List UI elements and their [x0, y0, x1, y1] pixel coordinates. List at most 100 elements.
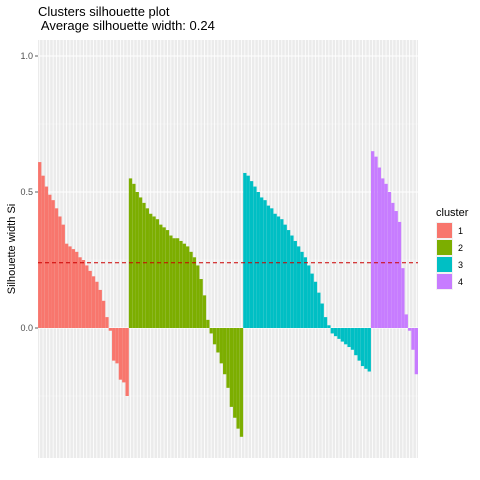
bar-cluster-4: [374, 156, 378, 328]
bar-cluster-3: [273, 213, 277, 328]
bar-cluster-3: [307, 265, 311, 328]
bar-cluster-3: [297, 246, 301, 328]
bar-cluster-2: [206, 319, 210, 328]
bar-cluster-1: [64, 243, 69, 328]
bar-cluster-2: [186, 246, 190, 328]
bar-cluster-2: [223, 328, 227, 375]
bar-cluster-2: [199, 279, 203, 328]
bar-cluster-2: [179, 240, 183, 328]
bar-cluster-2: [212, 328, 217, 345]
legend-label: 2: [458, 243, 463, 253]
bar-cluster-2: [236, 328, 240, 429]
bars: [38, 151, 418, 437]
y-tick-label: 0.5: [20, 187, 33, 197]
bar-cluster-4: [394, 211, 398, 328]
bar-cluster-1: [51, 200, 55, 328]
bar-cluster-1: [108, 328, 112, 331]
bar-cluster-3: [354, 328, 358, 356]
bar-cluster-1: [85, 265, 89, 328]
legend-label: 3: [458, 260, 463, 270]
bar-cluster-3: [364, 328, 368, 369]
bar-cluster-2: [132, 183, 136, 328]
bar-cluster-3: [276, 216, 281, 328]
bar-cluster-1: [91, 276, 96, 328]
bar-cluster-3: [266, 205, 271, 328]
bar-cluster-4: [377, 167, 382, 328]
bar-cluster-2: [216, 328, 220, 353]
bar-cluster-1: [95, 281, 99, 328]
bar-cluster-1: [48, 194, 52, 328]
bar-cluster-1: [105, 317, 109, 328]
bar-cluster-3: [320, 303, 324, 328]
chart-subtitle: Average silhouette width: 0.24: [38, 18, 215, 33]
bar-cluster-2: [196, 265, 200, 328]
bar-cluster-3: [357, 328, 361, 361]
bar-cluster-3: [340, 328, 345, 342]
bar-cluster-3: [270, 208, 274, 328]
bar-cluster-2: [226, 328, 230, 388]
legend-label: 1: [458, 226, 463, 236]
bar-cluster-2: [152, 216, 156, 328]
bar-cluster-3: [290, 235, 294, 328]
bar-cluster-1: [61, 224, 65, 328]
legend-swatch: [437, 223, 452, 238]
chart-title: Clusters silhouette plot: [38, 4, 170, 19]
bar-cluster-2: [159, 224, 163, 328]
bar-cluster-4: [397, 221, 402, 328]
bar-cluster-1: [112, 328, 116, 361]
bar-cluster-3: [303, 257, 308, 328]
bar-cluster-1: [118, 328, 123, 380]
bar-cluster-2: [192, 257, 197, 328]
bar-cluster-2: [172, 238, 176, 328]
bar-cluster-4: [391, 202, 395, 328]
bar-cluster-2: [138, 197, 143, 328]
bar-cluster-2: [189, 251, 193, 328]
bar-cluster-2: [229, 328, 234, 407]
bar-cluster-3: [280, 219, 284, 328]
bar-cluster-4: [401, 268, 405, 328]
legend-swatch: [437, 274, 452, 289]
bar-cluster-3: [286, 230, 291, 328]
bar-cluster-3: [323, 317, 328, 328]
bar-cluster-1: [41, 175, 45, 328]
bar-cluster-3: [360, 328, 365, 367]
bar-cluster-3: [350, 328, 355, 350]
bar-cluster-2: [202, 295, 207, 328]
bar-cluster-1: [122, 328, 126, 383]
y-tick-label: 1.0: [20, 51, 33, 61]
bar-cluster-1: [125, 328, 129, 396]
bar-cluster-2: [162, 227, 166, 328]
y-tick-label: 0.0: [20, 323, 33, 333]
legend-swatch: [437, 257, 452, 272]
bar-cluster-4: [407, 328, 412, 331]
bar-cluster-3: [293, 240, 297, 328]
y-axis: 0.0 0.5 1.0: [20, 51, 38, 333]
bar-cluster-1: [115, 328, 119, 364]
bar-cluster-2: [219, 328, 223, 364]
bar-cluster-3: [330, 328, 334, 334]
legend-label: 4: [458, 277, 463, 287]
bar-cluster-3: [344, 328, 348, 345]
bar-cluster-1: [58, 216, 62, 328]
bar-cluster-4: [404, 314, 408, 328]
bar-cluster-3: [263, 200, 267, 328]
bar-cluster-1: [88, 270, 92, 328]
bar-cluster-2: [209, 328, 213, 334]
bar-cluster-2: [239, 328, 244, 437]
bar-cluster-4: [414, 328, 418, 375]
bar-cluster-1: [101, 300, 106, 328]
bar-cluster-1: [54, 208, 59, 328]
bar-cluster-2: [233, 328, 237, 418]
bar-cluster-3: [327, 325, 331, 328]
bar-cluster-1: [71, 249, 75, 328]
bar-cluster-1: [68, 246, 72, 328]
y-axis-label: Silhouette width Si: [6, 204, 18, 295]
bar-cluster-2: [175, 238, 180, 328]
bar-cluster-3: [249, 181, 254, 328]
bar-cluster-2: [135, 192, 139, 328]
bar-cluster-1: [98, 289, 102, 328]
legend-title: cluster: [436, 207, 469, 219]
bar-cluster-1: [81, 260, 86, 328]
